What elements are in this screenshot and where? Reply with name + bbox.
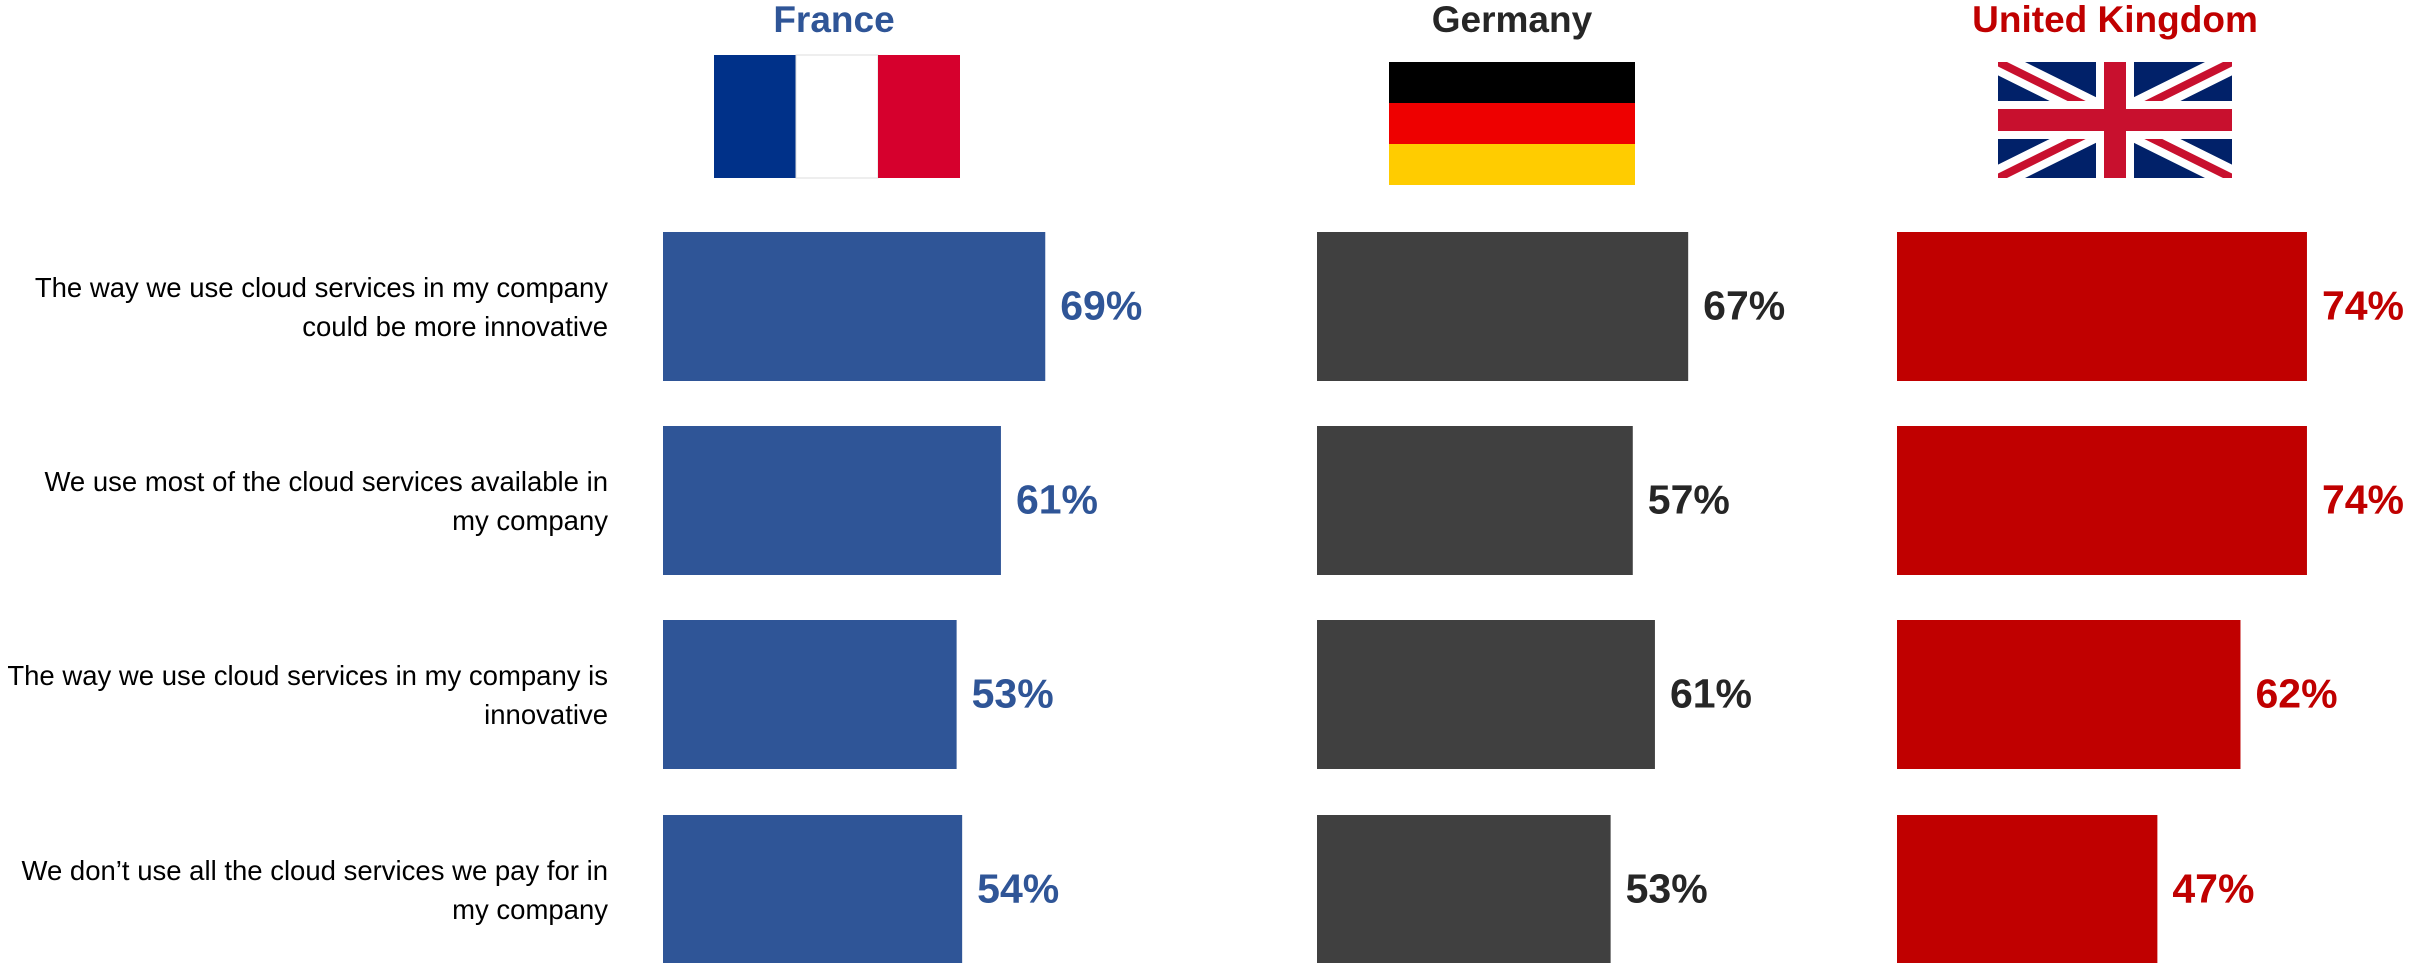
flag-uk — [1998, 62, 2232, 178]
bar — [1317, 232, 1689, 381]
value-label: 54% — [977, 865, 1059, 911]
flag-germany — [1389, 62, 1635, 185]
category-label: The way we use cloud services in my comp… — [7, 659, 608, 730]
category-label: We use most of the cloud services availa… — [44, 465, 608, 536]
bar — [1317, 426, 1633, 575]
value-label: 69% — [1060, 282, 1142, 328]
value-label: 67% — [1703, 282, 1785, 328]
bar — [663, 426, 1001, 575]
bar — [1897, 426, 2307, 575]
flag-france — [714, 54, 960, 179]
bar — [1897, 232, 2307, 381]
category-label: The way we use cloud services in my comp… — [34, 271, 608, 342]
value-label: 53% — [972, 670, 1054, 716]
bar — [1317, 620, 1655, 769]
category-label: We don’t use all the cloud services we p… — [21, 854, 608, 925]
legend-title: France — [773, 0, 894, 40]
bar — [663, 815, 963, 963]
value-label: 62% — [2255, 670, 2337, 716]
value-label: 61% — [1670, 670, 1752, 716]
bar — [663, 232, 1046, 381]
value-label: 53% — [1626, 865, 1708, 911]
bar — [663, 620, 957, 769]
legend-title: Germany — [1432, 0, 1593, 40]
value-label: 57% — [1648, 476, 1730, 522]
bar — [1317, 815, 1611, 963]
value-label: 74% — [2322, 282, 2404, 328]
value-label: 61% — [1016, 476, 1098, 522]
value-label: 74% — [2322, 476, 2404, 522]
legend-title: United Kingdom — [1972, 0, 2258, 40]
bar — [1897, 620, 2241, 769]
bar — [1897, 815, 2158, 963]
value-label: 47% — [2172, 865, 2254, 911]
